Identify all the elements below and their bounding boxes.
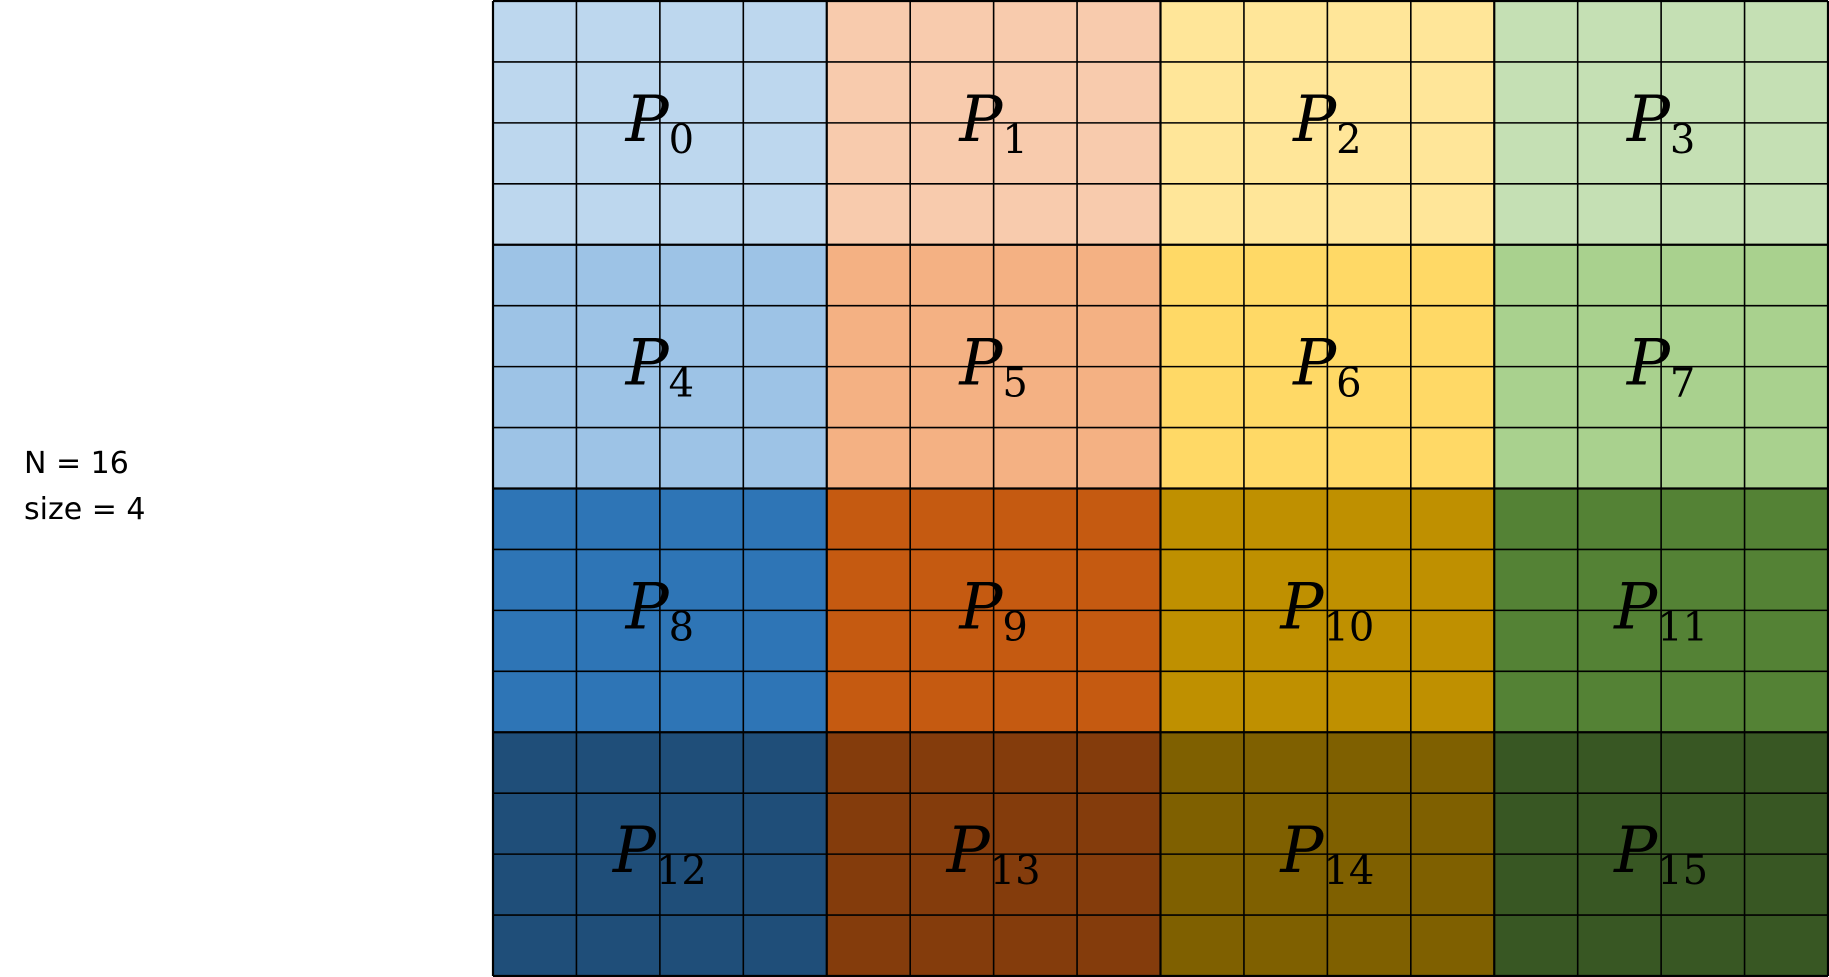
process-index: 15 [1657, 848, 1708, 894]
process-letter: P [625, 570, 670, 644]
process-index: 6 [1336, 361, 1361, 407]
process-letter: P [1279, 570, 1324, 644]
process-index: 5 [1002, 361, 1027, 407]
process-index: 4 [669, 361, 694, 407]
process-letter: P [958, 327, 1003, 401]
process-label-10: P10 [1279, 570, 1374, 650]
process-letter: P [1626, 327, 1671, 401]
process-index: 13 [990, 848, 1041, 894]
process-label-7: P7 [1626, 327, 1696, 407]
process-index: 7 [1670, 361, 1695, 407]
process-index: 2 [1336, 117, 1361, 163]
process-label-8: P8 [625, 570, 695, 650]
process-label-3: P3 [1626, 83, 1696, 163]
process-label-1: P1 [958, 83, 1028, 163]
process-index: 3 [1670, 117, 1695, 163]
process-letter: P [625, 83, 670, 157]
process-letter: P [1613, 814, 1658, 888]
process-label-14: P14 [1279, 814, 1374, 894]
process-label-9: P9 [958, 570, 1028, 650]
process-label-2: P2 [1292, 83, 1362, 163]
process-index: 0 [669, 117, 694, 163]
process-index: 11 [1657, 604, 1708, 650]
process-label-6: P6 [1292, 327, 1362, 407]
process-letter: P [1626, 83, 1671, 157]
process-index: 1 [1002, 117, 1027, 163]
process-letter: P [1279, 814, 1324, 888]
process-label-13: P13 [946, 814, 1041, 894]
process-letter: P [612, 814, 657, 888]
grid-lines [491, 0, 1829, 977]
n-label: N = 16 [24, 446, 129, 481]
process-index: 12 [656, 848, 707, 894]
process-index: 10 [1323, 604, 1374, 650]
process-letter: P [625, 327, 670, 401]
process-letter: P [958, 570, 1003, 644]
size-label: size = 4 [24, 492, 146, 527]
process-index: 9 [1002, 604, 1027, 650]
process-letter: P [958, 83, 1003, 157]
process-letter: P [1292, 83, 1337, 157]
process-letter: P [1613, 570, 1658, 644]
process-index: 8 [669, 604, 694, 650]
process-label-4: P4 [625, 327, 695, 407]
process-label-15: P15 [1613, 814, 1708, 894]
grid-parameters: N = 16 size = 4 [24, 441, 145, 533]
process-index: 14 [1323, 848, 1374, 894]
process-label-5: P5 [958, 327, 1028, 407]
process-letter: P [946, 814, 991, 888]
process-label-0: P0 [625, 83, 695, 163]
process-label-11: P11 [1613, 570, 1708, 650]
process-letter: P [1292, 327, 1337, 401]
process-label-12: P12 [612, 814, 707, 894]
